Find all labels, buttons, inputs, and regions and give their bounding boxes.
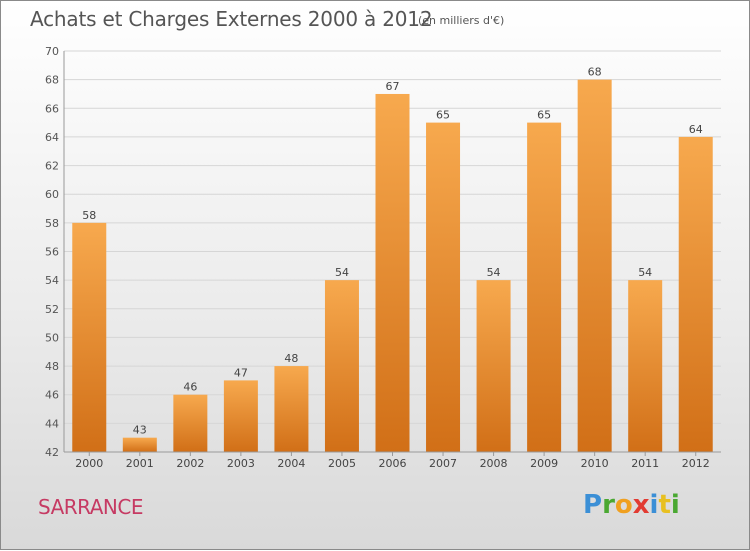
data-label: 58: [82, 209, 96, 222]
y-tick-label: 68: [45, 74, 59, 87]
y-tick-label: 62: [45, 160, 59, 173]
y-tick-label: 50: [45, 331, 59, 344]
y-tick-label: 46: [45, 389, 59, 402]
x-tick-label: 2003: [227, 457, 255, 470]
x-tick-label: 2000: [75, 457, 103, 470]
y-tick-label: 66: [45, 102, 59, 115]
logo-letter: i: [670, 490, 680, 520]
data-label: 68: [588, 66, 602, 79]
chart-title: Achats et Charges Externes 2000 à 2012: [30, 7, 433, 31]
chart-subtitle: (en milliers d'€): [418, 14, 505, 27]
data-label: 65: [537, 109, 551, 122]
bar: [476, 280, 511, 452]
bar: [628, 280, 663, 452]
bar: [122, 437, 157, 452]
data-label: 64: [689, 123, 703, 136]
data-label: 43: [133, 424, 147, 437]
bar: [324, 280, 359, 452]
x-tick-label: 2002: [176, 457, 204, 470]
data-label: 65: [436, 109, 450, 122]
x-tick-label: 2001: [126, 457, 154, 470]
data-label: 48: [284, 352, 298, 365]
x-tick-label: 2007: [429, 457, 457, 470]
y-tick-label: 54: [45, 274, 59, 287]
y-tick-label: 56: [45, 246, 59, 259]
data-label: 54: [638, 266, 652, 279]
data-label: 46: [183, 381, 197, 394]
logo-letter: t: [658, 490, 671, 520]
x-tick-label: 2012: [682, 457, 710, 470]
x-tick-label: 2010: [581, 457, 609, 470]
bar: [223, 380, 258, 452]
data-label: 47: [234, 366, 248, 379]
bar: [426, 122, 461, 452]
y-tick-label: 44: [45, 417, 59, 430]
y-tick-label: 70: [45, 45, 59, 58]
commune-name: SARRANCE: [38, 495, 143, 519]
x-tick-label: 2005: [328, 457, 356, 470]
bar: [375, 93, 410, 452]
x-tick-label: 2009: [530, 457, 558, 470]
logo-letter: x: [632, 490, 650, 520]
y-tick-label: 48: [45, 360, 59, 373]
bar: [527, 122, 562, 452]
y-tick-label: 64: [45, 131, 59, 144]
bar: [72, 222, 107, 452]
x-tick-label: 2006: [379, 457, 407, 470]
x-tick-label: 2004: [277, 457, 305, 470]
logo-letter: o: [614, 490, 633, 520]
logo-letter: i: [649, 490, 659, 520]
y-tick-label: 60: [45, 188, 59, 201]
bar: [274, 366, 309, 452]
bar: [678, 136, 713, 452]
bar: [173, 394, 208, 452]
data-label: 67: [386, 80, 400, 93]
y-tick-label: 42: [45, 446, 59, 459]
x-tick-label: 2011: [631, 457, 659, 470]
x-tick-label: 2008: [480, 457, 508, 470]
data-label: 54: [335, 266, 349, 279]
y-tick-label: 52: [45, 303, 59, 316]
y-tick-label: 58: [45, 217, 59, 230]
data-label: 54: [487, 266, 501, 279]
logo-letter: r: [602, 490, 615, 520]
bar: [577, 79, 612, 453]
logo-letter: P: [583, 490, 603, 520]
proxiti-logo[interactable]: Proxiti: [583, 490, 680, 520]
